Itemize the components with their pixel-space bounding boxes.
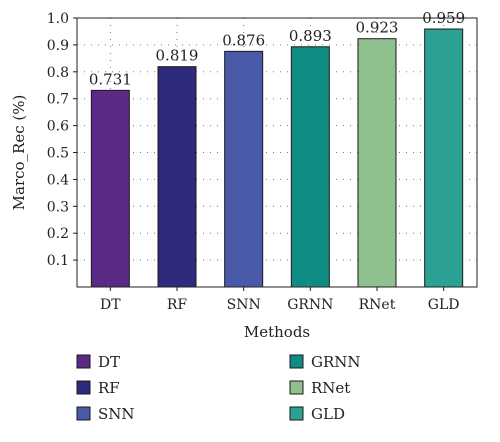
bar-snn	[224, 50, 264, 288]
y-tick-label: 0.2	[47, 226, 69, 242]
y-tick-label: 0.5	[47, 146, 69, 162]
x-tick-label: RF	[167, 297, 188, 313]
legend-swatch-rnet	[289, 380, 304, 395]
legend-label-rf: RF	[98, 379, 120, 397]
x-tick-label: DT	[100, 297, 121, 313]
axes: 0.1 0.2 0.3 0.4 0.5 0.6 0.7 0.8 0.9 1.0 DT RF SNN GRN…	[47, 11, 478, 313]
legend: DT RF SNN GRNN RNet GLD	[76, 353, 361, 423]
data-label-snn: 0.876	[222, 31, 265, 49]
legend-swatch-rf	[76, 380, 91, 395]
data-label-rf: 0.819	[156, 47, 199, 65]
bar-rf	[157, 66, 197, 288]
x-tick-label: GRNN	[287, 297, 333, 313]
legend-label-grnn: GRNN	[311, 353, 361, 371]
data-label-grnn: 0.893	[289, 27, 332, 45]
y-tick-label: 0.7	[47, 92, 69, 108]
x-axis-title: Methods	[244, 323, 310, 341]
plot-frame	[76, 17, 478, 288]
y-tick-label: 0.1	[47, 253, 69, 269]
y-axis-title: Marco_Rec (%)	[10, 95, 28, 211]
y-tick-label: 0.6	[47, 119, 69, 135]
y-tick-label: 0.8	[47, 65, 69, 81]
bar-grnn	[290, 46, 330, 288]
legend-label-rnet: RNet	[311, 379, 350, 397]
data-label-dt: 0.731	[89, 70, 132, 88]
x-tick-label: RNet	[359, 297, 396, 313]
legend-swatch-grnn	[289, 354, 304, 369]
y-tick-label: 0.9	[47, 38, 69, 54]
y-tick-label: 0.3	[47, 199, 69, 215]
bar-rnet	[357, 38, 397, 288]
legend-label-gld: GLD	[311, 405, 345, 423]
data-label-rnet: 0.923	[356, 19, 399, 37]
legend-swatch-gld	[289, 406, 304, 421]
x-tick-label: GLD	[428, 297, 460, 313]
x-tick-label: SNN	[227, 297, 261, 313]
bar-gld	[424, 28, 464, 288]
y-tick-label: 1.0	[47, 11, 69, 27]
legend-swatch-snn	[76, 406, 91, 421]
bar-dt	[90, 89, 130, 288]
legend-label-dt: DT	[98, 353, 120, 371]
legend-label-snn: SNN	[98, 405, 135, 423]
grid-lines	[77, 17, 477, 287]
y-tick-label: 0.4	[47, 172, 69, 188]
legend-swatch-dt	[76, 354, 91, 369]
